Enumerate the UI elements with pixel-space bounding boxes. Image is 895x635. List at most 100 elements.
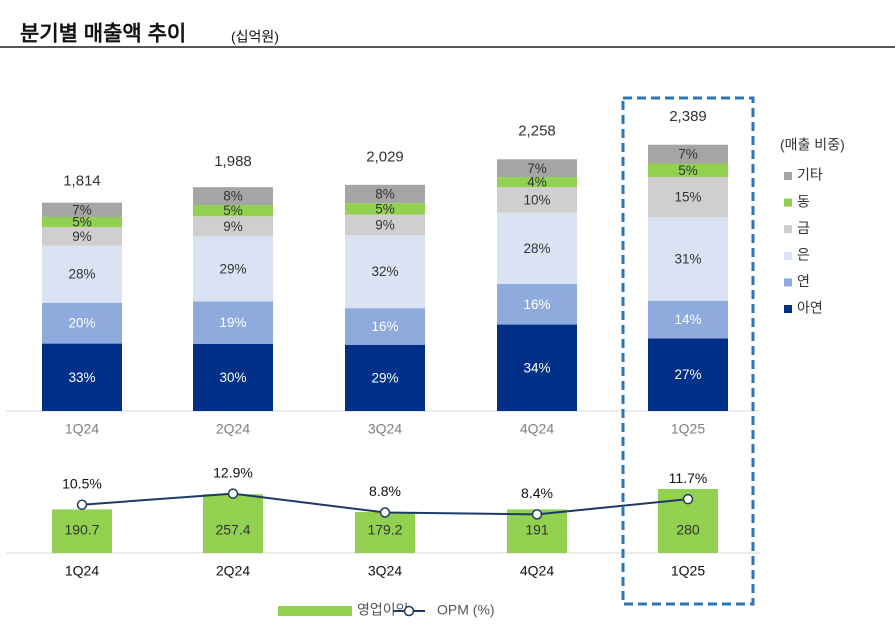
bar-segment <box>648 163 728 177</box>
x-tick-label: 2Q24 <box>216 563 250 579</box>
bar-segment <box>345 203 425 215</box>
total-label: 2,389 <box>669 108 707 125</box>
bar <box>355 512 415 553</box>
data-label: 32% <box>371 264 398 279</box>
data-label: 5% <box>223 203 243 218</box>
line-marker <box>227 488 239 499</box>
x-tick-label: 1Q24 <box>65 421 99 437</box>
legend-label: 기타 <box>797 167 823 183</box>
data-label: 33% <box>68 370 95 385</box>
bar-segment <box>42 216 122 228</box>
bar-segment <box>193 216 273 237</box>
total-label: 1,988 <box>214 153 252 170</box>
data-label: 10.5% <box>62 475 102 491</box>
bar-segment <box>42 302 122 344</box>
data-label: 8% <box>223 189 243 204</box>
data-label: 28% <box>523 241 550 256</box>
bar-segment <box>345 308 425 345</box>
bar-segment <box>193 236 273 302</box>
total-label: 2,029 <box>366 149 404 166</box>
data-label: 257.4 <box>215 522 250 538</box>
bar-segment <box>193 205 273 217</box>
data-label: 28% <box>68 267 95 282</box>
data-label: 16% <box>371 319 398 334</box>
data-label: 12.9% <box>213 464 253 480</box>
data-label: 10% <box>523 193 550 208</box>
bar-segment <box>42 202 122 217</box>
data-label: 27% <box>674 367 701 382</box>
legend-label: 금 <box>797 220 810 236</box>
data-label: 9% <box>375 217 395 232</box>
data-label: 9% <box>223 219 243 234</box>
legend-swatch <box>784 198 792 207</box>
x-tick-label: 4Q24 <box>520 563 554 579</box>
x-tick-label: 1Q25 <box>671 421 705 437</box>
data-label: 179.2 <box>367 522 402 538</box>
line-marker <box>76 499 88 510</box>
bar-segment <box>193 301 273 344</box>
bar-segment <box>497 324 577 411</box>
legend-label: 동 <box>797 193 810 209</box>
bar-segment <box>648 217 728 301</box>
total-label: 1,814 <box>63 173 101 190</box>
legend-swatch <box>784 251 792 260</box>
bar-segment <box>648 176 728 218</box>
data-label: 31% <box>674 252 701 267</box>
x-tick-label: 2Q24 <box>216 421 250 437</box>
legend-swatch <box>784 278 792 287</box>
bar-segment <box>648 300 728 339</box>
legend-label: 은 <box>797 247 810 263</box>
x-tick-label: 3Q24 <box>368 421 402 437</box>
legend-label: OPM (%) <box>437 602 495 618</box>
data-label: 29% <box>219 261 246 276</box>
bar-segment <box>42 245 122 303</box>
bar-segment <box>497 187 577 213</box>
data-label: 191 <box>525 522 549 538</box>
legend-swatch <box>784 172 792 180</box>
chart-subtitle: (십억원) <box>231 29 279 45</box>
bar-segment <box>648 144 728 164</box>
line-marker <box>379 507 391 518</box>
x-tick-label: 1Q25 <box>671 563 705 579</box>
bar <box>52 509 112 553</box>
legend-title: (매출 비중) <box>780 137 845 153</box>
x-tick-label: 4Q24 <box>520 421 554 437</box>
data-label: 190.7 <box>64 522 99 538</box>
legend-marker <box>403 605 415 617</box>
data-label: 11.7% <box>669 470 708 486</box>
x-tick-label: 1Q24 <box>65 563 99 579</box>
data-label: 5% <box>72 215 92 230</box>
bar-segment <box>42 343 122 411</box>
data-label: 20% <box>68 316 95 331</box>
data-label: 14% <box>674 312 701 327</box>
legend-swatch <box>784 305 792 313</box>
bar-segment <box>345 214 425 236</box>
data-label: 16% <box>523 297 550 312</box>
data-label: 7% <box>527 161 547 176</box>
data-label: 30% <box>219 370 246 385</box>
data-label: 7% <box>678 147 698 162</box>
data-label: 4% <box>527 175 547 190</box>
data-label: 29% <box>371 370 398 385</box>
bar-segment <box>345 184 425 204</box>
bar-segment <box>345 344 425 411</box>
data-label: 5% <box>375 201 395 216</box>
total-label: 2,258 <box>518 123 556 140</box>
bar-segment <box>497 283 577 325</box>
chart-title: 분기별 매출액 추이 <box>20 23 186 46</box>
data-label: 19% <box>219 315 246 330</box>
x-tick-label: 3Q24 <box>368 563 402 579</box>
data-label: 9% <box>72 229 92 244</box>
bar-segment <box>42 227 122 246</box>
bar-segment <box>497 177 577 188</box>
bar-segment <box>345 235 425 309</box>
bar-segment <box>193 187 273 206</box>
legend-label: 아연 <box>797 300 823 316</box>
data-label: 8.4% <box>521 485 553 501</box>
line-marker <box>682 493 694 505</box>
data-label: 7% <box>72 202 92 217</box>
data-label: 8.8% <box>369 483 401 499</box>
data-label: 34% <box>523 360 550 375</box>
data-label: 15% <box>674 190 701 205</box>
